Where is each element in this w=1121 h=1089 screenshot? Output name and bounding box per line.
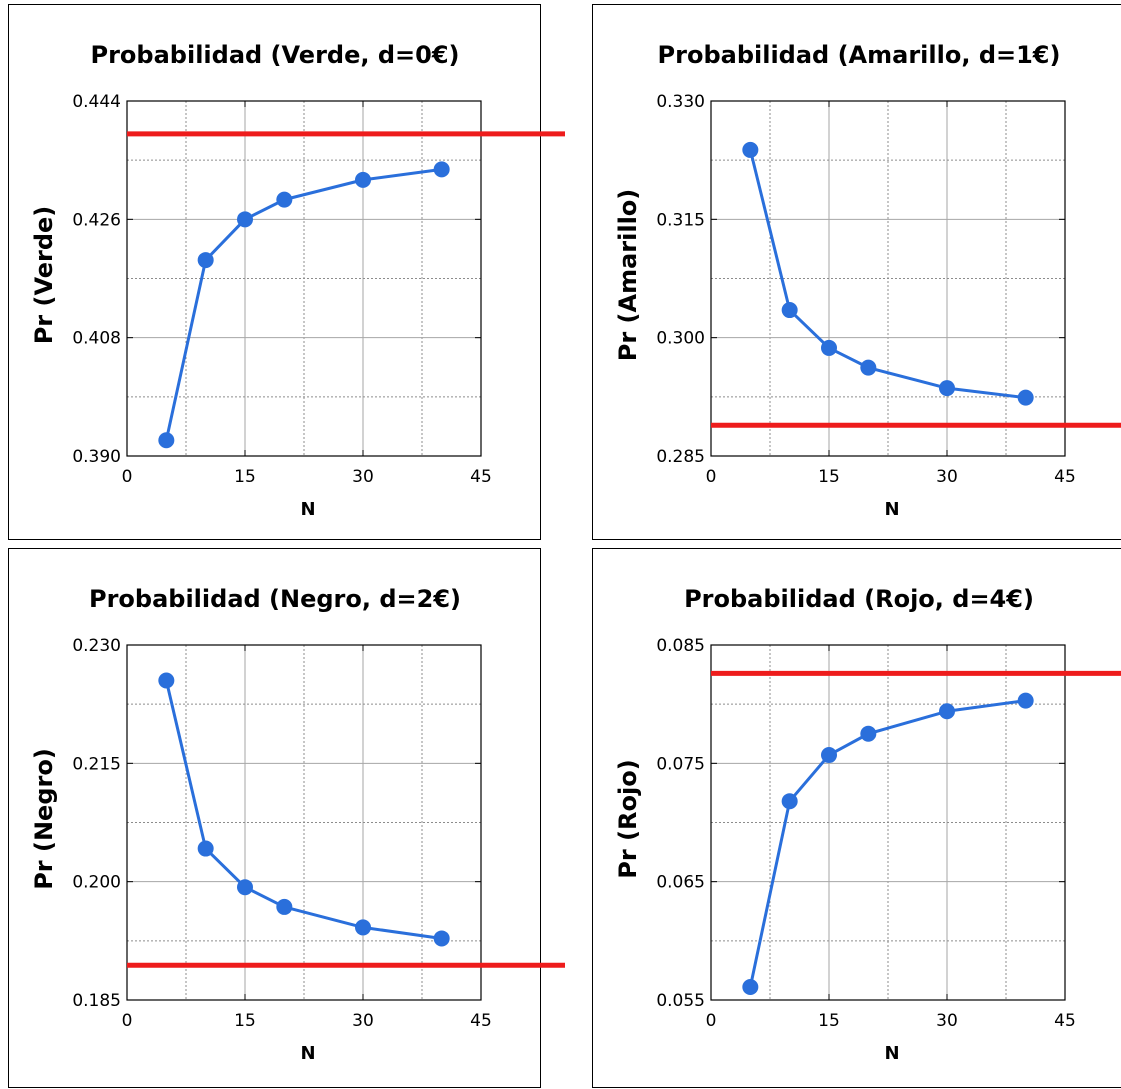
data-point — [158, 672, 175, 689]
data-point — [158, 432, 175, 449]
data-point — [1017, 389, 1034, 406]
y-tick-label: 0.200 — [72, 873, 121, 893]
x-tick-label: 30 — [936, 467, 958, 487]
x-tick-label: 45 — [470, 1011, 492, 1031]
plot-area — [126, 644, 482, 1001]
y-tick-label: 0.285 — [656, 447, 705, 467]
chart-title: Probabilidad (Verde, d=0€) — [91, 41, 460, 69]
x-tick-label: 15 — [234, 467, 256, 487]
x-axis-label: N — [300, 1043, 315, 1064]
y-tick-label: 0.444 — [72, 92, 121, 112]
y-tick-label: 0.085 — [656, 636, 705, 656]
chart-panel-negro: Probabilidad (Negro, d=2€) Pr (Negro) N … — [8, 548, 565, 1088]
x-tick-label: 45 — [1054, 467, 1076, 487]
data-point — [355, 171, 371, 188]
y-tick-label: 0.315 — [656, 210, 705, 230]
y-tick-label: 0.408 — [72, 329, 121, 349]
data-point — [1017, 692, 1034, 709]
x-tick-label: 45 — [470, 467, 492, 487]
chart-amarillo: Probabilidad (Amarillo, d=1€) Pr (Amaril… — [614, 41, 1121, 520]
x-tick-label: 0 — [122, 1011, 133, 1031]
plot-frame — [710, 644, 1066, 1001]
y-axis-label: Pr (Amarillo) — [614, 189, 642, 362]
x-tick-label: 15 — [234, 1011, 256, 1031]
series-line — [164, 680, 442, 940]
chart-panel-rojo: Probabilidad (Rojo, d=4€) Pr (Rojo) N 0 1… — [592, 548, 1121, 1088]
x-axis-label: N — [300, 499, 315, 520]
y-axis-label: Pr (Rojo) — [614, 759, 642, 878]
chart-negro: Probabilidad (Negro, d=2€) Pr (Negro) N … — [30, 585, 565, 1064]
data-point — [939, 380, 955, 397]
data-point — [433, 161, 450, 178]
chart-title: Probabilidad (Negro, d=2€) — [89, 585, 461, 613]
chart-title: Probabilidad (Rojo, d=4€) — [684, 585, 1034, 613]
x-tick-label: 15 — [818, 1011, 840, 1031]
x-tick-label: 0 — [706, 1011, 717, 1031]
data-point — [355, 919, 371, 936]
y-tick-label: 0.215 — [72, 754, 121, 774]
chart-panel-verde: Probabilidad (Verde, d=0€) Pr (Verde) N … — [8, 4, 565, 540]
plot-frame — [126, 644, 482, 1001]
plot-area — [710, 644, 1066, 1001]
x-tick-label: 30 — [936, 1011, 958, 1031]
data-point — [197, 252, 214, 269]
y-axis-label: Pr (Negro) — [30, 748, 58, 890]
data-point — [197, 840, 214, 857]
y-tick-label: 0.075 — [656, 754, 705, 774]
series-line — [748, 699, 1026, 988]
chart-rojo: Probabilidad (Rojo, d=4€) Pr (Rojo) N 0 1… — [614, 585, 1121, 1064]
y-tick-label: 0.065 — [656, 873, 705, 893]
x-tick-label: 45 — [1054, 1011, 1076, 1031]
data-point — [860, 359, 877, 376]
x-tick-label: 30 — [352, 1011, 374, 1031]
y-tick-label: 0.390 — [72, 447, 121, 467]
chart-title: Probabilidad (Amarillo, d=1€) — [658, 41, 1061, 69]
data-point — [237, 211, 253, 228]
data-point — [276, 191, 293, 208]
chart-verde: Probabilidad (Verde, d=0€) Pr (Verde) N … — [30, 41, 565, 520]
y-axis-label: Pr (Verde) — [30, 206, 58, 345]
data-point — [821, 339, 837, 356]
x-tick-label: 30 — [352, 467, 374, 487]
series-line — [748, 149, 1026, 400]
y-tick-label: 0.426 — [72, 210, 121, 230]
data-point — [781, 302, 798, 319]
y-tick-label: 0.330 — [656, 92, 705, 112]
data-point — [742, 978, 759, 995]
series-line — [164, 167, 442, 441]
y-tick-label: 0.230 — [72, 636, 121, 656]
x-tick-label: 0 — [122, 467, 133, 487]
data-point — [276, 898, 293, 915]
data-point — [237, 879, 253, 896]
data-point — [821, 747, 837, 764]
plot-area — [126, 100, 482, 457]
plot-frame — [126, 100, 482, 457]
x-tick-label: 0 — [706, 467, 717, 487]
plot-frame — [710, 100, 1066, 457]
data-point — [860, 725, 877, 742]
x-axis-label: N — [884, 499, 899, 520]
chart-panel-amarillo: Probabilidad (Amarillo, d=1€) Pr (Amaril… — [592, 4, 1121, 540]
y-tick-label: 0.055 — [656, 991, 705, 1011]
y-tick-label: 0.300 — [656, 329, 705, 349]
x-tick-label: 15 — [818, 467, 840, 487]
data-point — [742, 141, 759, 158]
y-tick-label: 0.185 — [72, 991, 121, 1011]
data-point — [781, 793, 798, 810]
plot-area — [710, 100, 1066, 457]
data-point — [939, 703, 955, 720]
data-point — [433, 930, 450, 947]
x-axis-label: N — [884, 1043, 899, 1064]
